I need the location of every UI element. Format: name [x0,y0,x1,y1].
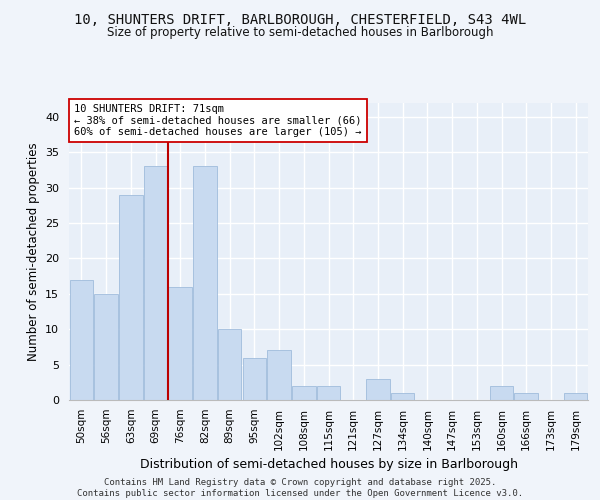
Bar [564,393,587,400]
Bar [144,166,167,400]
X-axis label: Distribution of semi-detached houses by size in Barlborough: Distribution of semi-detached houses by … [139,458,517,471]
Bar [94,294,118,400]
Text: Contains HM Land Registry data © Crown copyright and database right 2025.
Contai: Contains HM Land Registry data © Crown c… [77,478,523,498]
Bar [193,166,217,400]
Bar [490,386,513,400]
Bar [119,194,143,400]
Bar [514,393,538,400]
Text: 10, SHUNTERS DRIFT, BARLBOROUGH, CHESTERFIELD, S43 4WL: 10, SHUNTERS DRIFT, BARLBOROUGH, CHESTER… [74,12,526,26]
Bar [268,350,291,400]
Text: Size of property relative to semi-detached houses in Barlborough: Size of property relative to semi-detach… [107,26,493,39]
Bar [292,386,316,400]
Bar [366,379,389,400]
Bar [317,386,340,400]
Text: 10 SHUNTERS DRIFT: 71sqm
← 38% of semi-detached houses are smaller (66)
60% of s: 10 SHUNTERS DRIFT: 71sqm ← 38% of semi-d… [74,104,362,137]
Bar [391,393,415,400]
Bar [70,280,93,400]
Y-axis label: Number of semi-detached properties: Number of semi-detached properties [26,142,40,360]
Bar [169,286,192,400]
Bar [242,358,266,400]
Bar [218,329,241,400]
